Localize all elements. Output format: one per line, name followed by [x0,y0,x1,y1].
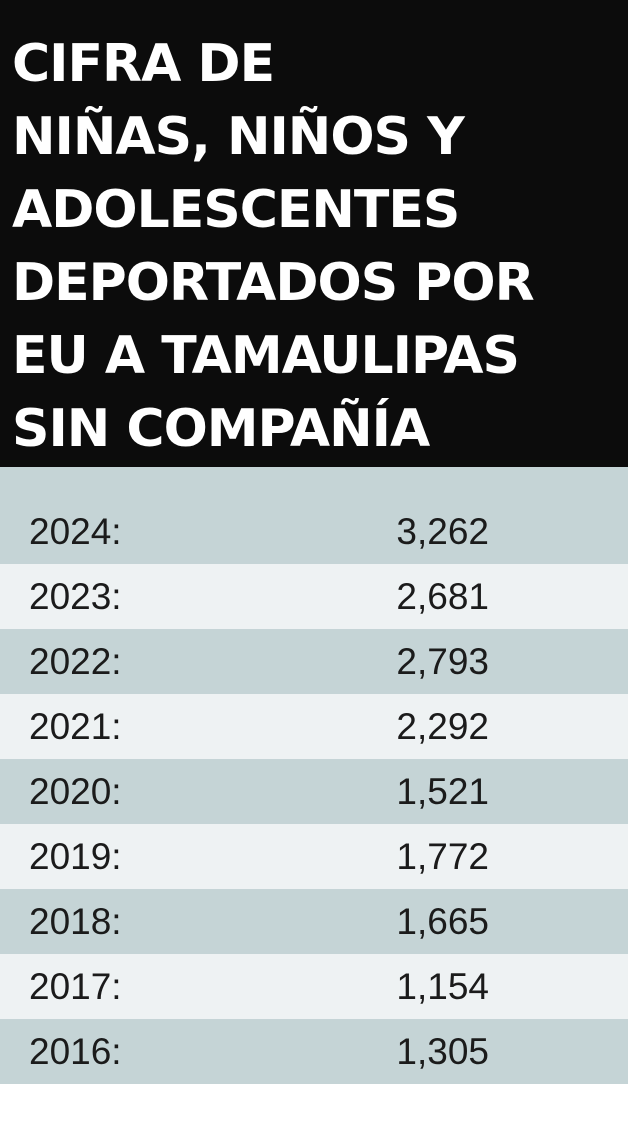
page-title: CIFRA DE NIÑAS, NIÑOS Y ADOLESCENTES DEP… [12,34,535,459]
table-row: 2024: 3,262 [0,499,628,564]
header-banner: CIFRA DE NIÑAS, NIÑOS Y ADOLESCENTES DEP… [0,0,628,467]
row-value: 1,305 [396,1031,489,1072]
table-row: 2019: 1,772 [0,824,628,889]
row-year: 2016: [29,1031,122,1072]
row-value: 3,262 [396,511,489,552]
row-year: 2024: [29,511,122,552]
row-value: 2,793 [396,641,489,682]
table-row: 2016: 1,305 [0,1019,628,1084]
row-year: 2017: [29,966,122,1007]
row-value: 2,292 [396,706,489,747]
row-year: 2018: [29,901,122,942]
row-year: 2023: [29,576,122,617]
table-row: 2023: 2,681 [0,564,628,629]
row-value: 1,521 [396,771,489,812]
table-row: 2020: 1,521 [0,759,628,824]
table-row: 2018: 1,665 [0,889,628,954]
data-table: 2024: 3,262 2023: 2,681 2022: 2,793 2021: 2,292… [0,467,628,1122]
row-year: 2019: [29,836,122,877]
row-value: 1,154 [396,966,489,1007]
row-value: 2,681 [396,576,489,617]
table-row: 2021: 2,292 [0,694,628,759]
row-year: 2020: [29,771,122,812]
row-year: 2021: [29,706,122,747]
table-top-band [0,467,628,499]
row-value: 1,665 [396,901,489,942]
row-year: 2022: [29,641,122,682]
table-row: 2022: 2,793 [0,629,628,694]
table-row: 2017: 1,154 [0,954,628,1019]
row-value: 1,772 [396,836,489,877]
